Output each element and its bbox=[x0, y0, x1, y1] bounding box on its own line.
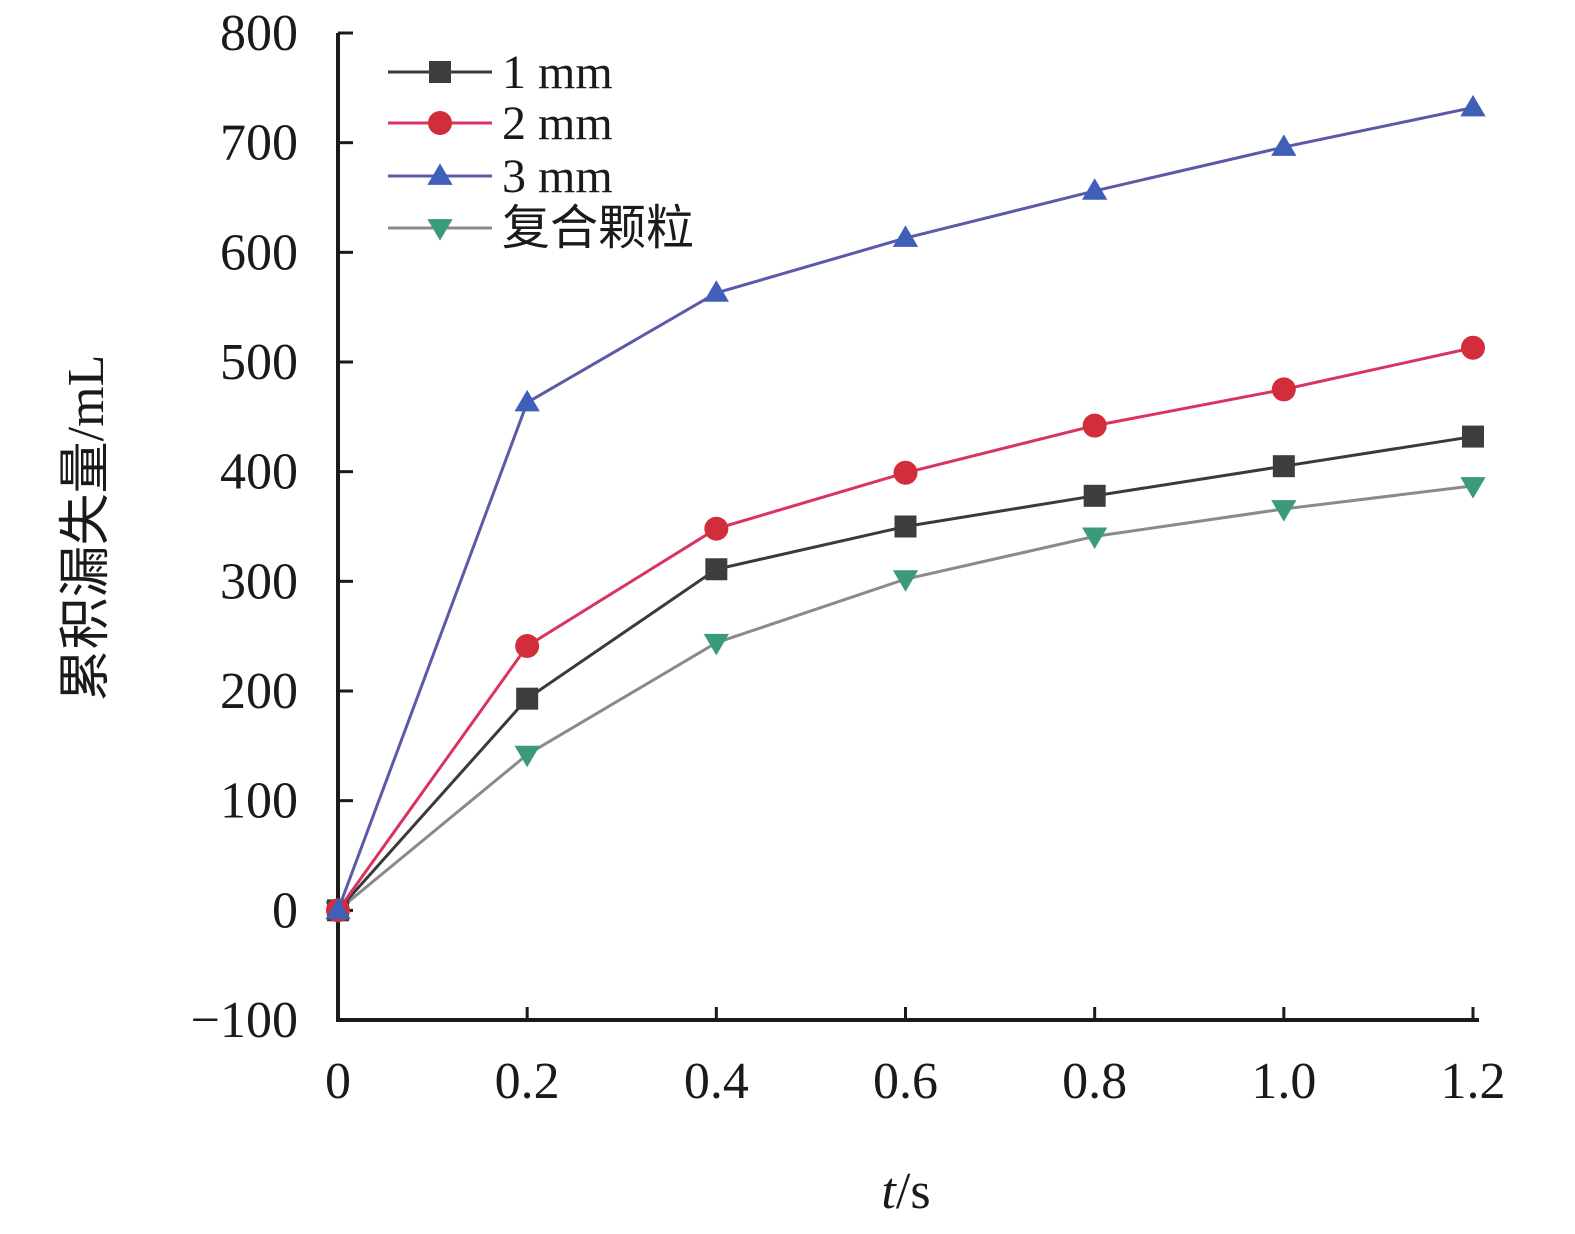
data-point bbox=[705, 558, 728, 581]
y-tick-label: 400 bbox=[220, 444, 298, 501]
legend-item: 复合颗粒 bbox=[388, 202, 694, 255]
x-axis-label: t/s bbox=[881, 1163, 930, 1220]
legend-marker bbox=[428, 111, 452, 135]
series bbox=[325, 94, 1486, 923]
series-1 bbox=[327, 425, 1484, 922]
data-point bbox=[1082, 178, 1108, 200]
data-point bbox=[894, 515, 917, 538]
y-tick-label: 800 bbox=[220, 5, 298, 62]
data-point bbox=[1462, 425, 1484, 448]
x-tick-label: 0.6 bbox=[873, 1053, 938, 1110]
y-ticks: −100 0 100 200 300 400 500 600 700 800 bbox=[191, 5, 353, 1049]
x-axis-label-unit: /s bbox=[896, 1163, 931, 1220]
y-tick-label: 100 bbox=[220, 773, 298, 830]
x-tick-label: 0.8 bbox=[1062, 1053, 1127, 1110]
legend-item: 1 mm bbox=[388, 46, 613, 99]
data-point bbox=[514, 745, 540, 768]
data-point bbox=[892, 225, 919, 247]
x-tick-label: 1.0 bbox=[1251, 1053, 1316, 1110]
y-tick-label: 700 bbox=[220, 115, 298, 172]
x-tick-label: 1.2 bbox=[1441, 1053, 1506, 1110]
data-point bbox=[1082, 527, 1108, 550]
y-tick-label: 300 bbox=[220, 553, 298, 610]
y-tick-label: −100 bbox=[191, 992, 298, 1049]
legend-marker bbox=[429, 61, 451, 83]
data-point bbox=[892, 570, 919, 592]
data-point bbox=[1461, 335, 1485, 360]
x-tick-label: 0.2 bbox=[495, 1053, 560, 1110]
data-point bbox=[703, 280, 729, 302]
data-point bbox=[1272, 455, 1295, 478]
x-axis-label-italic: t bbox=[881, 1163, 897, 1220]
data-point bbox=[704, 516, 729, 541]
y-tick-label: 500 bbox=[220, 334, 298, 391]
legend-marker bbox=[427, 219, 453, 241]
y-tick-label: 0 bbox=[272, 882, 298, 939]
legend-marker bbox=[427, 163, 453, 185]
series-3 bbox=[325, 94, 1486, 920]
data-point bbox=[1271, 134, 1297, 156]
data-point bbox=[1271, 500, 1297, 522]
legend-label: 3 mm bbox=[502, 150, 613, 203]
data-point bbox=[325, 897, 351, 920]
x-tick-label: 0 bbox=[325, 1053, 351, 1110]
x-ticks: 0 0.2 0.4 0.6 0.8 1.0 1.2 bbox=[325, 1007, 1506, 1110]
x-tick-label: 0.4 bbox=[684, 1053, 749, 1110]
legend-item: 3 mm bbox=[388, 150, 613, 203]
data-point bbox=[893, 460, 918, 485]
data-point bbox=[1460, 94, 1486, 117]
series-line bbox=[337, 484, 1474, 912]
data-point bbox=[1271, 377, 1296, 402]
series-line bbox=[336, 346, 1474, 912]
legend-label: 2 mm bbox=[502, 97, 613, 150]
y-tick-label: 600 bbox=[220, 224, 298, 281]
data-point bbox=[515, 634, 540, 659]
data-point bbox=[1082, 413, 1107, 438]
data-point bbox=[516, 687, 539, 710]
data-point bbox=[1083, 484, 1106, 507]
series-4 bbox=[325, 477, 1486, 923]
data-point bbox=[1460, 477, 1486, 499]
y-axis-label: 累积漏失量/mL bbox=[58, 355, 115, 702]
series-2 bbox=[326, 335, 1485, 923]
legend-label: 1 mm bbox=[502, 46, 613, 99]
y-tick-label: 200 bbox=[220, 663, 298, 720]
data-point bbox=[703, 633, 729, 656]
legend-label: 复合颗粒 bbox=[502, 202, 694, 255]
legend-item: 2 mm bbox=[388, 97, 613, 150]
data-point bbox=[514, 389, 540, 412]
